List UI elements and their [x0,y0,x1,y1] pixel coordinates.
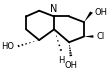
Text: OH: OH [94,8,107,17]
Text: H: H [58,56,65,65]
Text: HO: HO [1,42,14,51]
Text: OH: OH [64,61,77,70]
Polygon shape [84,35,93,38]
Polygon shape [84,12,93,22]
Text: N: N [50,4,58,14]
Text: Cl: Cl [96,32,104,41]
